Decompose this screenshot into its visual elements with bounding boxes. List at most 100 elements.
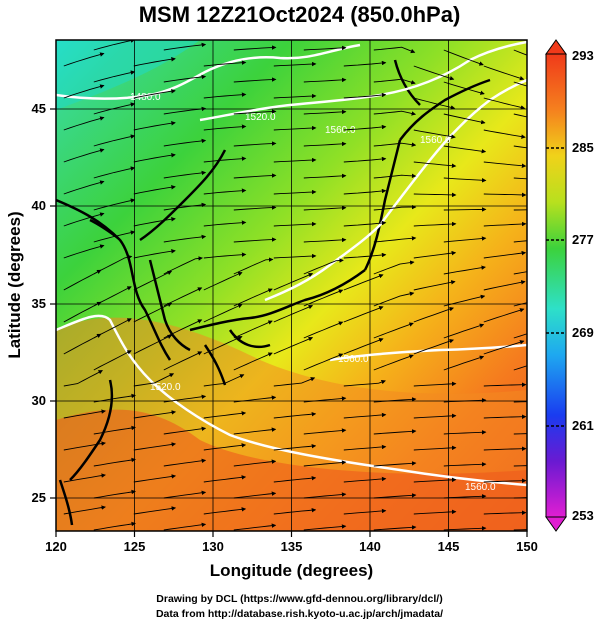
streamline [133,334,173,355]
streamline [63,441,106,451]
streamline [413,65,455,81]
streamline [413,280,456,291]
streamline [413,250,457,259]
streamline [303,353,344,371]
contour-label: 1560.0 [338,354,369,365]
colorbar-label: 261 [572,418,594,433]
streamline [63,269,102,291]
streamline [233,523,277,531]
streamline [373,322,414,339]
streamline [443,113,486,125]
streamline [203,374,245,387]
streamline [203,303,243,323]
streamline [483,340,525,355]
x-tick-label: 125 [124,539,146,554]
streamline [133,89,176,99]
streamline [413,97,456,110]
streamline [343,338,384,355]
streamline [233,237,277,243]
streamline [163,256,203,275]
streamline [273,272,314,291]
x-tick-label: 145 [438,539,460,554]
streamline [63,244,105,259]
streamline [133,474,177,483]
streamline [303,289,344,307]
streamline [93,393,136,403]
streamline [513,497,527,499]
streamline [373,78,416,85]
streamline [483,221,527,227]
streamline [133,506,177,515]
streamline [93,425,136,435]
streamline [373,236,417,243]
streamline [443,355,485,371]
streamline [203,92,247,99]
streamline [273,125,317,131]
streamline [443,177,487,183]
streamline [303,173,347,179]
streamline [303,492,347,499]
streamline [513,240,527,243]
streamline [343,412,387,419]
streamline [133,153,176,163]
streamline [303,321,344,339]
streamline [343,306,384,323]
streamline [443,265,486,275]
streamline [163,394,207,403]
streamline [513,529,527,531]
streamline [303,109,347,115]
streamline [233,427,277,435]
streamline [443,294,486,307]
y-axis-title: Latitude (degrees) [5,211,24,358]
streamline [373,142,417,147]
x-tick-label: 140 [359,539,381,554]
streamline [483,382,527,387]
streamline [303,524,347,531]
streamline [273,189,317,195]
streamline [203,60,247,67]
streamline [133,270,173,291]
streamline [63,333,102,355]
streamline [373,397,417,403]
streamline [133,217,176,227]
streamline [163,138,207,147]
streamline [93,350,132,371]
streamline [273,411,317,419]
streamline [303,45,347,51]
y-tick-labels: 45 40 35 30 25 [32,101,46,505]
streamline [413,307,455,323]
streamline [63,301,102,323]
streamline [93,70,136,83]
streamline [343,60,387,67]
y-tick-label: 40 [32,198,46,213]
streamline [513,365,527,371]
wind-streamlines [63,40,527,531]
streamline [163,106,207,115]
streamline [343,476,387,483]
colorbar-label: 253 [572,508,594,523]
streamline [163,234,207,243]
streamline [513,113,527,118]
streamline [343,220,387,227]
streamline [483,414,527,419]
streamline [163,426,207,435]
streamline [233,205,277,211]
streamline [163,74,207,83]
streamline [483,478,527,483]
streamline [233,395,277,403]
streamline [133,121,176,131]
streamline [443,81,485,95]
streamline [163,202,207,211]
y-tick-label: 45 [32,101,46,116]
streamline [443,462,487,467]
streamline [373,354,414,371]
streamline [483,97,526,110]
streamline [203,252,247,259]
streamline [513,271,527,275]
contour-label: 1560.0 [420,135,451,146]
streamline [133,57,176,67]
streamline [513,49,527,56]
streamline [93,40,136,51]
contour-label: 1520.0 [150,382,181,393]
streamline [163,490,207,499]
